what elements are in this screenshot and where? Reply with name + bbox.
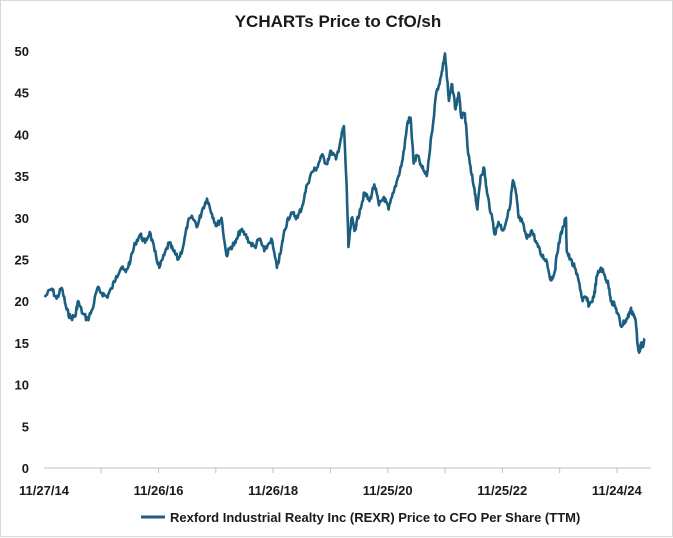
- y-tick-label: 5: [22, 419, 29, 434]
- x-tick-label: 11/26/18: [248, 483, 298, 498]
- y-tick-label: 10: [15, 378, 29, 393]
- y-tick-label: 50: [15, 44, 29, 59]
- y-tick-label: 45: [15, 86, 29, 101]
- y-tick-label: 40: [15, 127, 29, 142]
- x-axis-tick-labels: 11/27/14 11/26/16 11/26/18 11/25/20 11/25/22…: [19, 483, 642, 498]
- x-tick-label: 11/24/24: [592, 483, 643, 498]
- legend: Rexford Industrial Realty Inc (REXR) Pri…: [141, 510, 580, 525]
- y-tick-label: 30: [15, 211, 29, 226]
- chart-title: YCHARTs Price to CfO/sh: [235, 12, 442, 31]
- legend-entry: Rexford Industrial Realty Inc (REXR) Pri…: [170, 510, 580, 525]
- x-tick-label: 11/27/14: [19, 483, 70, 498]
- series-line: [43, 52, 646, 354]
- y-tick-label: 35: [15, 169, 29, 184]
- x-axis-ticks: [100, 468, 618, 473]
- y-tick-label: 0: [22, 461, 29, 476]
- series-layer: [43, 52, 646, 354]
- y-tick-label: 20: [15, 294, 29, 309]
- y-tick-label: 15: [15, 336, 29, 351]
- x-tick-label: 11/25/20: [363, 483, 413, 498]
- y-axis-tick-labels: 0 5 10 15 20 25 30 35 40 45 50: [15, 44, 29, 476]
- x-tick-label: 11/26/16: [134, 483, 184, 498]
- x-tick-label: 11/25/22: [477, 483, 527, 498]
- y-tick-label: 25: [15, 253, 29, 268]
